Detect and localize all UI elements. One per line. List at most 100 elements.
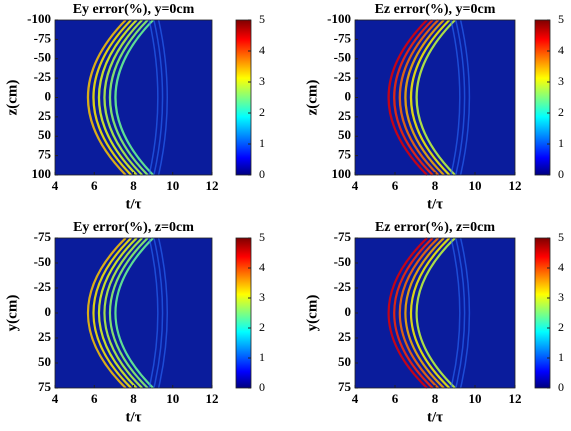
wave-crest — [459, 19, 471, 176]
wave-crest — [157, 237, 168, 389]
x-tick-label: 4 — [352, 391, 359, 406]
wave-crest — [387, 237, 428, 389]
wave-crest — [97, 19, 138, 176]
wave-crest — [103, 19, 143, 176]
wave-crest — [404, 19, 445, 176]
y-tick-label: 25 — [38, 108, 52, 123]
y-axis-label: y(cm) — [304, 295, 320, 332]
x-tick-label: 6 — [392, 178, 399, 193]
colorbar-tick-label: 5 — [259, 230, 265, 244]
wave-pattern — [387, 19, 471, 176]
wave-crest — [97, 237, 138, 389]
colorbar-tick-label: 5 — [558, 230, 564, 244]
wave-crest — [108, 19, 149, 176]
wave-crest — [398, 237, 439, 389]
y-tick-label: 75 — [338, 379, 352, 394]
wave-crest — [92, 19, 132, 176]
x-tick-label: 10 — [469, 178, 482, 193]
y-tick-label: 75 — [338, 147, 352, 162]
wave-crest — [114, 19, 154, 176]
colorbar-tick-label: 1 — [259, 136, 265, 150]
colorbar-tick-label: 3 — [558, 74, 564, 88]
x-tick-label: 8 — [130, 178, 137, 193]
y-tick-label: -75 — [34, 229, 52, 244]
colorbar-tick-label: 4 — [259, 43, 265, 57]
colorbar — [235, 19, 252, 176]
y-tick-label: 0 — [345, 88, 352, 103]
wave-crest — [387, 19, 428, 176]
colorbar-tick-label: 2 — [259, 105, 265, 119]
y-tick-label: -25 — [334, 279, 352, 294]
wave-crest — [455, 19, 466, 176]
y-axis-label: z(cm) — [304, 80, 320, 116]
wave-crest — [92, 237, 132, 389]
wave-crest — [450, 237, 461, 389]
y-axis-label: z(cm) — [4, 80, 20, 116]
colorbar — [235, 237, 252, 389]
y-tick-label: 25 — [338, 108, 352, 123]
wave-crest — [108, 237, 149, 389]
wave-crest — [455, 237, 466, 389]
colorbar-tick-label: 0 — [558, 380, 564, 394]
y-tick-label: 50 — [338, 354, 351, 369]
wave-pattern — [86, 19, 168, 176]
colorbar-tick-label: 2 — [558, 105, 564, 119]
wave-crest — [148, 19, 159, 176]
y-tick-label: -100 — [27, 11, 51, 26]
colorbar — [534, 19, 551, 176]
colorbar-tick-label: 1 — [259, 350, 265, 364]
x-tick-label: 10 — [166, 178, 179, 193]
colorbar-tick-label: 3 — [259, 290, 265, 304]
colorbar-tick-label: 4 — [259, 260, 265, 274]
y-tick-label: -50 — [334, 50, 351, 65]
x-tick-label: 6 — [91, 178, 98, 193]
y-tick-label: 100 — [332, 166, 352, 181]
y-tick-label: -25 — [34, 279, 52, 294]
colorbar-tick-label: 3 — [259, 74, 265, 88]
y-tick-label: 100 — [32, 166, 52, 181]
wave-crest — [86, 19, 127, 176]
x-tick-label: 4 — [52, 391, 59, 406]
colorbar-tick-label: 2 — [259, 320, 265, 334]
wave-crest — [157, 19, 168, 176]
x-tick-label: 4 — [352, 178, 359, 193]
colorbar-tick-label: 5 — [558, 12, 564, 26]
colorbar-tick-label: 0 — [259, 380, 265, 394]
x-axis-label: t/τ — [427, 409, 443, 425]
y-tick-label: 25 — [338, 329, 352, 344]
wave-crest — [148, 237, 159, 389]
wave-crest — [103, 237, 143, 389]
y-tick-label: -50 — [334, 254, 351, 269]
x-axis-label: t/τ — [427, 196, 443, 212]
x-axis-label: t/τ — [125, 196, 141, 212]
colorbar-tick-label: 3 — [558, 290, 564, 304]
colorbar-tick-label: 2 — [558, 320, 564, 334]
chart-title: Ez error(%), y=0cm — [375, 2, 496, 17]
chart-title: Ey error(%), z=0cm — [73, 220, 194, 235]
colorbar-tick-label: 4 — [558, 43, 564, 57]
y-tick-label: 0 — [345, 304, 352, 319]
colorbar-tick-label: 5 — [259, 12, 265, 26]
x-tick-label: 12 — [509, 391, 522, 406]
y-tick-label: 50 — [338, 127, 351, 142]
y-tick-label: 75 — [38, 379, 52, 394]
y-tick-label: -25 — [334, 69, 352, 84]
colorbar-tick-label: 0 — [558, 167, 564, 181]
y-tick-label: 0 — [45, 304, 52, 319]
y-tick-label: 25 — [38, 329, 52, 344]
wave-crest — [398, 19, 439, 176]
wave-crest — [410, 19, 451, 176]
wave-crest — [404, 237, 445, 389]
x-tick-label: 8 — [130, 391, 137, 406]
x-tick-label: 10 — [166, 391, 179, 406]
colorbar-tick-label: 1 — [558, 136, 564, 150]
x-tick-label: 4 — [52, 178, 59, 193]
y-tick-label: -75 — [34, 30, 52, 45]
colorbar-tick-label: 1 — [558, 350, 564, 364]
wave-crest — [459, 237, 471, 389]
chart-title: Ey error(%), y=0cm — [73, 2, 195, 17]
colorbar-tick-label: 0 — [259, 167, 265, 181]
wave-crest — [86, 237, 127, 389]
y-tick-label: -50 — [34, 50, 51, 65]
y-tick-label: 50 — [38, 127, 51, 142]
